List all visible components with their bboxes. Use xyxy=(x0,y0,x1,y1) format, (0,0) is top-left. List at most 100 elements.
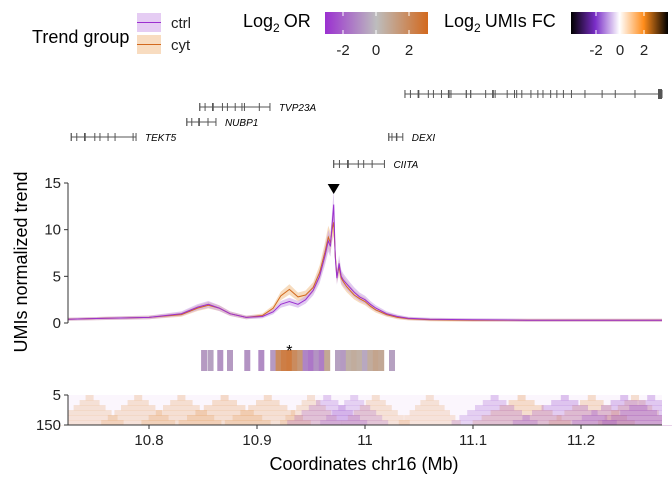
series-line-ctrl xyxy=(67,204,662,321)
legend-log2-umis-fc-title: Log2 UMIs FC xyxy=(444,11,556,35)
heatmap-cell-negative xyxy=(620,410,672,416)
or-bin xyxy=(345,350,352,371)
trend-plot xyxy=(67,184,662,322)
x-tick-label: 10.8 xyxy=(134,432,163,449)
or-bin xyxy=(217,350,224,371)
heatmap-clip-left xyxy=(0,395,68,425)
gene-label: TEKT5 xyxy=(145,133,177,144)
heatmap-cell-positive xyxy=(624,400,646,406)
gene-label: CIITA xyxy=(393,160,418,171)
heatmap-cell-positive xyxy=(73,405,106,411)
heatmap-cell-negative xyxy=(610,400,638,406)
legend-log2-or-tick: 2 xyxy=(405,42,413,59)
heatmap-cell-positive xyxy=(415,405,445,411)
heatmap-cell-negative xyxy=(459,415,530,421)
or-bin xyxy=(340,350,347,371)
legend-log2-or-tick: -2 xyxy=(336,42,349,59)
or-bin xyxy=(291,350,298,371)
heatmap-background xyxy=(68,395,662,425)
legend-log2-umis-fc-tick: 2 xyxy=(640,42,648,59)
heatmap-cell-positive xyxy=(55,420,124,426)
or-bin xyxy=(201,350,208,371)
heatmap-cell-positive xyxy=(425,395,434,401)
heatmap-cell-positive xyxy=(170,400,193,406)
heatmap-clip-right xyxy=(662,395,672,425)
heatmap-cell-positive xyxy=(285,415,337,421)
heatmap-cell-positive xyxy=(301,400,321,406)
heatmap-cell-positive xyxy=(240,410,296,416)
heatmap-cell-negative xyxy=(512,420,617,426)
heatmap-cell-negative xyxy=(638,400,665,406)
heatmap-cell-positive xyxy=(220,395,229,401)
heatmap-cell-positive xyxy=(163,405,200,411)
heatmap-cell-positive xyxy=(178,420,271,426)
or-bin xyxy=(313,350,320,371)
heatmap-cell-positive xyxy=(195,410,254,416)
heatmap-cell-positive xyxy=(141,420,222,426)
heatmap-cell-negative xyxy=(316,400,339,406)
heatmap-cell-positive xyxy=(127,400,149,406)
x-tick-label: 11.2 xyxy=(567,432,595,449)
or-bin xyxy=(367,350,374,371)
axes: 0 5 10 15 5 150 10.8 10.9 11 11.1 11.2 xyxy=(36,175,662,449)
odds-ratio-track: * xyxy=(201,343,395,371)
x-axis-title: Coordinates chr16 (Mb) xyxy=(269,454,458,474)
heatmap-cell-negative xyxy=(490,395,499,401)
heatmap-cell-positive xyxy=(353,410,398,416)
heatmap-cell-negative xyxy=(323,395,332,401)
heatmap-cell-negative xyxy=(522,415,608,421)
heatmap-cell-positive xyxy=(61,415,118,421)
y-tick-label: 10 xyxy=(44,222,61,239)
heatmap-cell-positive xyxy=(617,405,653,411)
heatmap-cell-positive xyxy=(580,400,604,406)
gene-label: NUBP1 xyxy=(225,118,258,129)
heatmap-cell-negative xyxy=(320,420,389,426)
series-line-cyt xyxy=(67,222,662,321)
heatmap-cell-negative xyxy=(532,410,598,416)
heatmap-cell-negative xyxy=(475,405,515,411)
heatmap-cell-positive xyxy=(296,405,326,411)
or-bin xyxy=(302,350,309,371)
legend-log2-umis-fc-tick: 0 xyxy=(616,42,624,59)
ribbon-cyt xyxy=(68,209,662,322)
heatmap-cell-positive xyxy=(517,395,526,401)
heatmap-cell-negative xyxy=(308,405,346,411)
heatmap-cell-positive xyxy=(404,415,456,421)
x-tick-label: 11 xyxy=(357,432,373,449)
heatmap-cell-negative xyxy=(301,410,353,416)
heatmap-y-tick-label: 150 xyxy=(36,417,61,434)
heatmap-cell-negative xyxy=(294,415,360,421)
heatmap-cell-positive xyxy=(631,395,639,401)
heatmap-cell-negative xyxy=(332,410,377,416)
heatmap-cell-positive xyxy=(420,400,440,406)
heatmap-cell-positive xyxy=(499,405,544,411)
heatmap-cell-positive xyxy=(101,420,176,426)
y-tick-label: 5 xyxy=(53,268,61,285)
heatmap-cell-negative xyxy=(611,415,672,421)
gene-track: TEKT5 NUBP1 TVP23A CIITA DEXI xyxy=(70,89,663,171)
heatmap-cell-positive xyxy=(187,415,263,421)
heatmap-cell-positive xyxy=(490,410,553,416)
heatmap-cell-positive xyxy=(564,410,620,416)
significance-star: * xyxy=(286,343,292,360)
or-bin xyxy=(270,350,277,371)
heatmap-cell-positive xyxy=(85,395,94,401)
heatmap-cell-positive xyxy=(290,410,332,416)
heatmap-cell-positive xyxy=(107,415,169,421)
heatmap-cell-positive xyxy=(508,400,535,406)
heatmap-cell-positive xyxy=(587,395,596,401)
y-tick-label: 15 xyxy=(44,175,61,192)
heatmap-cell-negative xyxy=(572,420,672,426)
heatmap-cell-positive xyxy=(121,405,156,411)
heatmap-cell-positive xyxy=(556,415,627,421)
heatmap-cell-positive xyxy=(280,420,342,426)
heatmap-cell-positive xyxy=(224,420,311,426)
or-bin xyxy=(244,350,251,371)
or-bin xyxy=(389,350,395,371)
or-bin xyxy=(227,350,233,371)
heatmap-cell-negative xyxy=(326,415,383,421)
heatmap-cell-positive xyxy=(398,420,461,426)
heatmap-cell-positive xyxy=(134,395,143,401)
heatmap-cell-negative xyxy=(620,395,629,401)
legend-log2-umis-fc-colorbar xyxy=(571,12,668,34)
